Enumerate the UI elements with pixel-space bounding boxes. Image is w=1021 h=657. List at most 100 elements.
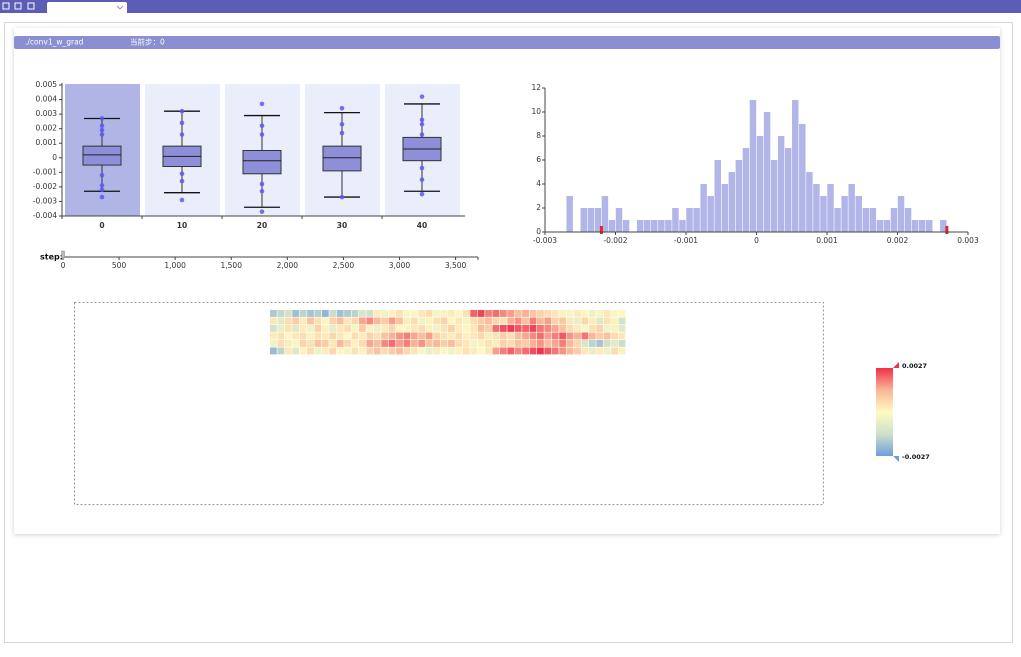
cell bbox=[448, 340, 455, 347]
slider-thumb[interactable] bbox=[61, 250, 65, 259]
cell bbox=[529, 325, 537, 332]
cell bbox=[329, 317, 337, 325]
box bbox=[322, 145, 362, 172]
cell bbox=[321, 317, 329, 325]
cell bbox=[448, 325, 455, 332]
bar bbox=[827, 184, 834, 232]
cell bbox=[433, 332, 440, 340]
slider-tick-label: 500 bbox=[112, 261, 127, 270]
cell bbox=[344, 310, 351, 317]
cell bbox=[507, 317, 515, 325]
bar bbox=[883, 220, 891, 232]
cell bbox=[351, 310, 359, 317]
slider-tick-label: 3,000 bbox=[389, 261, 411, 270]
bar bbox=[756, 136, 764, 232]
cell bbox=[270, 347, 277, 355]
cell bbox=[455, 347, 463, 355]
cell bbox=[448, 317, 455, 325]
cell bbox=[292, 347, 300, 355]
cell bbox=[588, 317, 596, 325]
cell bbox=[433, 317, 440, 325]
cell bbox=[336, 317, 344, 325]
cell bbox=[618, 347, 626, 355]
cell bbox=[329, 332, 337, 340]
slider-tick-label: 1,000 bbox=[164, 261, 186, 270]
bar bbox=[622, 220, 630, 232]
point bbox=[99, 132, 105, 137]
cell bbox=[603, 347, 611, 355]
colorbar-max-label: 0.0027 bbox=[902, 362, 927, 370]
cell bbox=[551, 317, 559, 325]
point bbox=[339, 130, 345, 136]
cell bbox=[270, 332, 277, 340]
cell bbox=[403, 310, 411, 317]
panel-header bbox=[14, 36, 1000, 49]
cell bbox=[603, 325, 611, 332]
cell bbox=[507, 332, 515, 340]
cell bbox=[433, 310, 440, 317]
x-tick-label: -0.001 bbox=[674, 236, 698, 245]
range-marker bbox=[599, 226, 603, 234]
cell bbox=[373, 310, 381, 317]
cell bbox=[292, 325, 300, 332]
point bbox=[339, 194, 345, 200]
cell bbox=[299, 317, 307, 325]
cell bbox=[284, 317, 292, 325]
cell bbox=[551, 325, 559, 332]
point bbox=[99, 194, 105, 200]
cell bbox=[440, 317, 448, 325]
cell bbox=[284, 332, 292, 340]
cell bbox=[396, 325, 403, 332]
point bbox=[259, 101, 265, 107]
cell bbox=[314, 310, 322, 317]
tag-name: ./conv1_w_grad bbox=[25, 38, 84, 47]
icon[interactable] bbox=[27, 2, 35, 10]
cell bbox=[611, 332, 618, 340]
cell bbox=[440, 347, 448, 355]
cell bbox=[388, 340, 396, 347]
cell bbox=[559, 317, 567, 325]
cell bbox=[351, 332, 359, 340]
cell bbox=[284, 347, 292, 355]
bar bbox=[651, 220, 658, 232]
cell bbox=[396, 347, 403, 355]
cell bbox=[381, 347, 389, 355]
cell bbox=[373, 347, 381, 355]
icon[interactable] bbox=[14, 2, 22, 10]
point bbox=[99, 123, 105, 129]
cell bbox=[396, 310, 403, 317]
cell bbox=[448, 332, 455, 340]
bar bbox=[601, 196, 609, 232]
cell bbox=[596, 332, 604, 340]
bar bbox=[792, 100, 799, 232]
cell bbox=[499, 332, 507, 340]
slider-tick-label: 2,500 bbox=[333, 261, 355, 270]
slider-tick-label: 1,500 bbox=[221, 261, 243, 270]
cell bbox=[403, 317, 411, 325]
cell bbox=[477, 340, 485, 347]
tab-select[interactable] bbox=[47, 2, 127, 14]
bar bbox=[636, 220, 644, 232]
cell bbox=[418, 317, 426, 325]
cell bbox=[366, 347, 374, 355]
cell bbox=[485, 325, 492, 332]
cell bbox=[433, 325, 440, 332]
cell bbox=[381, 310, 389, 317]
cell bbox=[307, 332, 314, 340]
cell bbox=[559, 340, 567, 347]
cell bbox=[351, 317, 359, 325]
cell bbox=[425, 310, 433, 317]
cell bbox=[618, 325, 626, 332]
icon[interactable] bbox=[2, 2, 10, 10]
point bbox=[179, 178, 185, 184]
cell bbox=[270, 325, 277, 332]
cell bbox=[544, 310, 552, 317]
cell bbox=[529, 340, 537, 347]
cell bbox=[344, 325, 351, 332]
cell bbox=[455, 310, 463, 317]
bar bbox=[770, 160, 778, 232]
cell bbox=[388, 310, 396, 317]
cell bbox=[537, 325, 544, 332]
bar bbox=[841, 196, 848, 232]
cell bbox=[329, 325, 337, 332]
